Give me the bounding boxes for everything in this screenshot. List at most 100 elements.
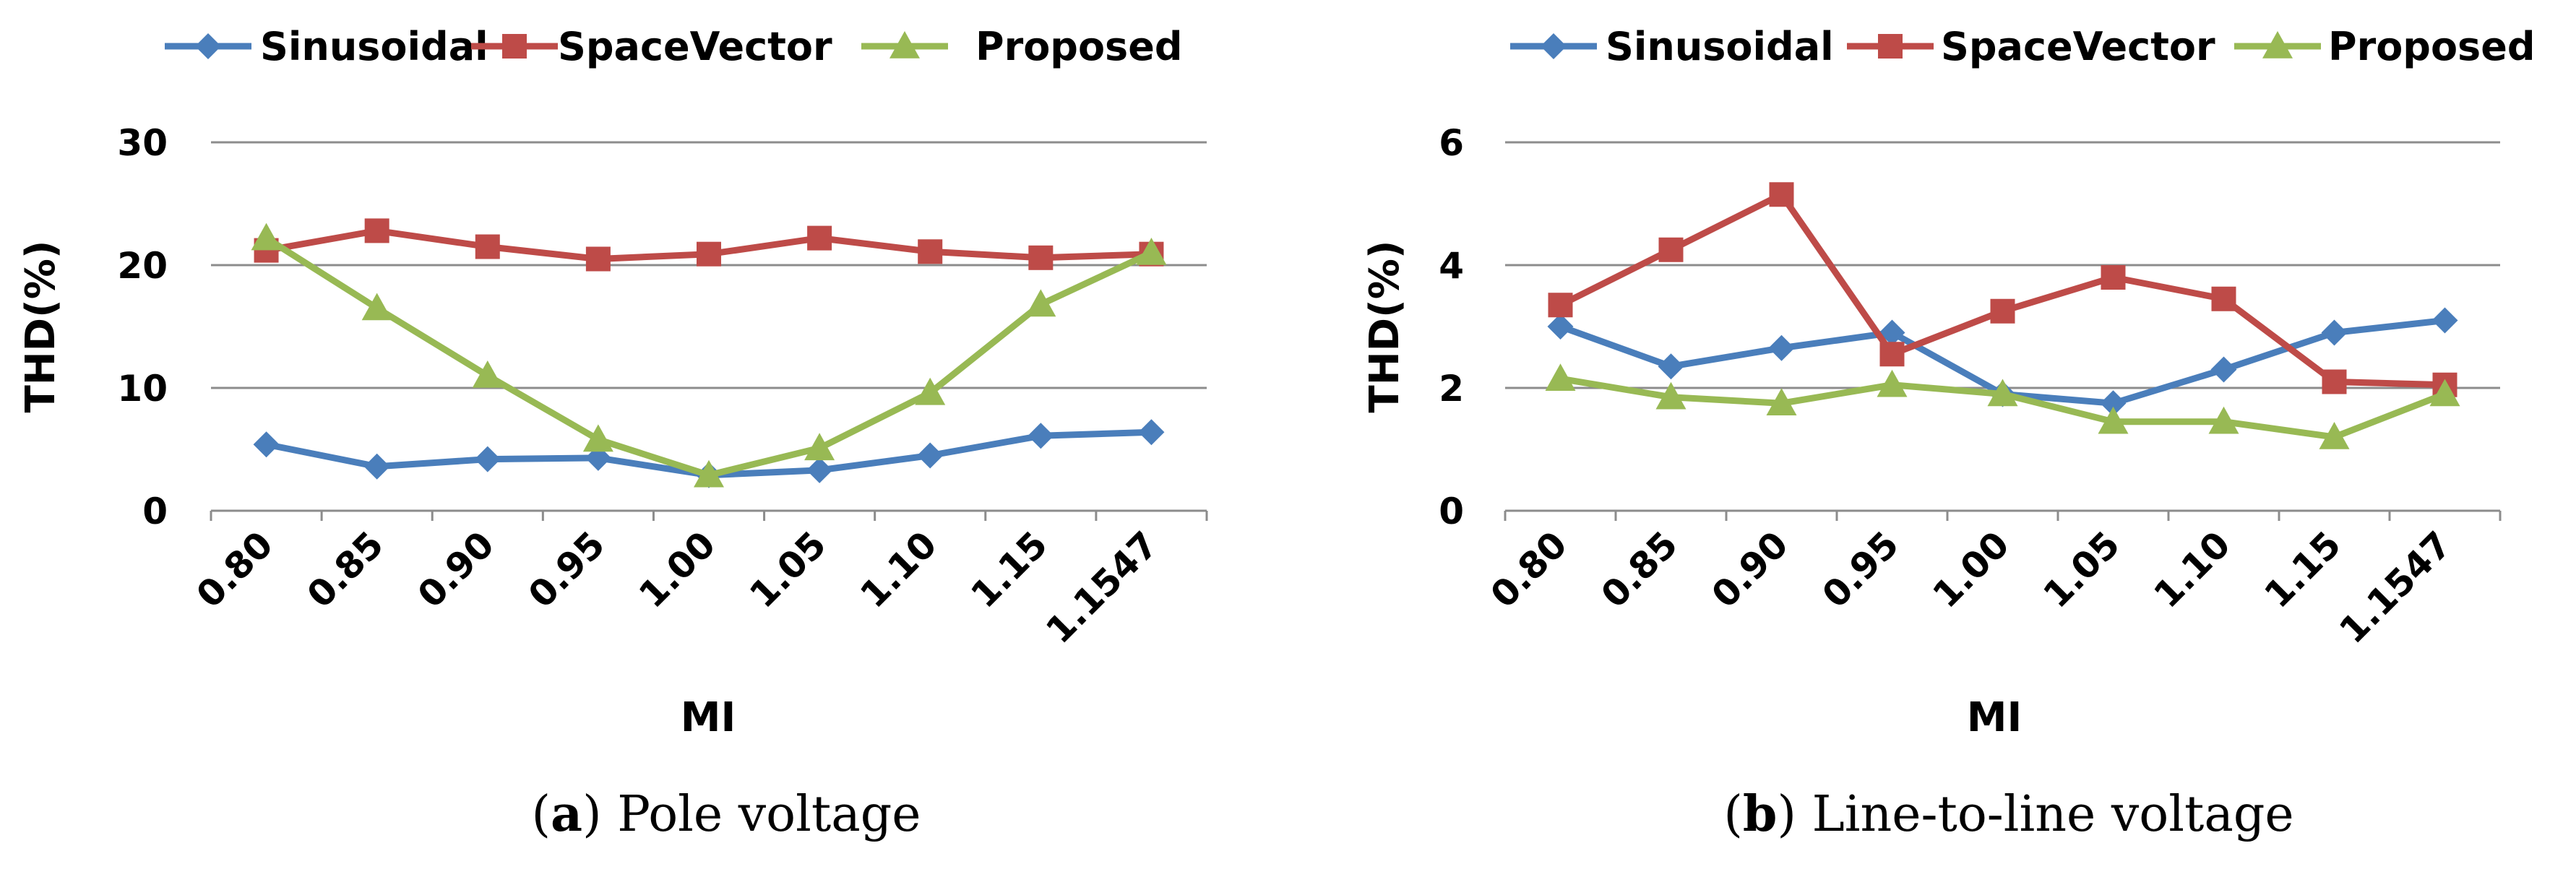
chart-a-point-Sinusoidal-5 — [806, 457, 833, 483]
chart-a-xtick-label: 1.10 — [852, 523, 944, 615]
chart-b-series-SpaceVector — [1548, 182, 2457, 397]
chart-a-point-Sinusoidal-6 — [917, 442, 944, 469]
caption-text: ) Pole voltage — [582, 786, 921, 843]
chart-a-xtick-label: 1.1547 — [1038, 523, 1166, 651]
chart-a-ytick-label: 30 — [117, 122, 168, 164]
chart-a-point-Proposed-4 — [694, 459, 724, 488]
chart-b-point-Proposed-8 — [2429, 379, 2460, 407]
chart-b-xtick-label: 1.15 — [2257, 523, 2349, 615]
chart-a-legend-item-Proposed: Proposed — [861, 24, 1182, 69]
chart-b-legend-label: SpaceVector — [1941, 24, 2215, 69]
chart-a-ytick-label: 0 — [142, 491, 168, 532]
chart-a-legend-label: Proposed — [975, 24, 1182, 69]
chart-a-xtick-label: 0.90 — [410, 523, 502, 615]
chart-a-point-Proposed-0 — [251, 223, 282, 251]
chart-b-point-SpaceVector-3 — [1879, 342, 1905, 367]
chart-a-legend-label: SpaceVector — [558, 24, 832, 69]
chart-b-point-Proposed-3 — [1877, 369, 1908, 397]
chart-a-point-Sinusoidal-8 — [1138, 419, 1165, 446]
chart-b-point-Proposed-2 — [1766, 388, 1797, 416]
chart-a-point-Proposed-6 — [915, 377, 946, 405]
chart-a-xtick-label: 1.15 — [963, 523, 1056, 615]
chart-b-xtick-label: 1.1547 — [2332, 523, 2460, 651]
chart-b-ytick-label: 4 — [1439, 245, 1464, 287]
chart-b-point-SpaceVector-0 — [1548, 293, 1573, 318]
chart-a-point-Proposed-7 — [1025, 289, 1056, 317]
chart-a-point-SpaceVector-7 — [1028, 245, 1054, 270]
caption-text: ) Line-to-line voltage — [1777, 786, 2293, 843]
chart-b-point-Sinusoidal-2 — [1768, 334, 1795, 361]
chart-b-point-Sinusoidal-5 — [2100, 390, 2127, 417]
caption-paren: ( — [1723, 786, 1743, 843]
chart-a-legend-item-Sinusoidal: Sinusoidal — [165, 24, 488, 69]
chart-a: 0 10 20 30 0.80 0.85 0.90 0.95 1.00 1.05 1.10 1.151… — [17, 24, 1208, 843]
chart-b-legend-marker-Proposed — [2262, 31, 2293, 59]
chart-a-ytick-label: 10 — [117, 368, 168, 410]
chart-a-legend-label: Sinusoidal — [260, 24, 488, 69]
chart-b-xtick-label: 0.90 — [1704, 523, 1796, 615]
chart-b-point-Sinusoidal-8 — [2431, 307, 2458, 334]
chart-a-legend-item-SpaceVector: SpaceVector — [471, 24, 832, 69]
chart-a-point-SpaceVector-5 — [807, 225, 832, 251]
chart-a-xtick-label: 0.80 — [189, 523, 281, 615]
chart-a-ytick-label: 20 — [117, 245, 168, 287]
chart-a-point-Proposed-2 — [472, 360, 503, 388]
chart-b-point-Proposed-4 — [1987, 379, 2018, 407]
caption-letter: b — [1743, 785, 1778, 843]
chart-b-xtick-label: 0.95 — [1814, 523, 1907, 615]
chart-a-y-axis-title: THD(%) — [17, 241, 64, 413]
chart-b-xtick-label: 1.10 — [2146, 523, 2239, 615]
chart-a-x-axis-title: MI — [681, 694, 736, 741]
chart-b-series-Proposed — [1545, 363, 2460, 449]
chart-b-xtick-label: 0.80 — [1483, 523, 1575, 615]
chart-b-point-SpaceVector-7 — [2322, 369, 2347, 394]
chart-b-legend-label: Sinusoidal — [1606, 24, 1834, 69]
chart-a-point-SpaceVector-4 — [697, 241, 721, 267]
chart-b-series-line-SpaceVector — [1557, 191, 2448, 389]
chart-b-point-SpaceVector-2 — [1769, 182, 1794, 207]
chart-b-point-Sinusoidal-0 — [1547, 314, 1574, 340]
chart-b-caption: (b) Line-to-line voltage — [1723, 785, 2293, 843]
chart-a-point-Proposed-8 — [1136, 238, 1167, 265]
chart-b-point-Proposed-1 — [1655, 381, 1687, 410]
chart-a-xtick-label: 0.85 — [299, 523, 392, 615]
chart-a-point-Proposed-1 — [361, 293, 392, 321]
chart-b-ytick-label: 2 — [1439, 368, 1464, 410]
chart-b-point-Sinusoidal-6 — [2210, 356, 2237, 383]
chart-a-point-SpaceVector-1 — [364, 218, 389, 243]
chart-b-xtick-label: 1.00 — [1925, 523, 2017, 615]
chart-a-xtick-label: 1.05 — [741, 523, 834, 615]
chart-b-point-SpaceVector-1 — [1658, 237, 1684, 262]
chart-b-point-Proposed-6 — [2208, 406, 2239, 434]
chart-b-legend-marker-Sinusoidal — [1541, 33, 1567, 59]
chart-b-point-Sinusoidal-7 — [2321, 319, 2348, 346]
chart-b: 0 2 4 6 0.80 0.85 0.90 0.95 1.00 1.05 1.10 1.151.15… — [1361, 24, 2535, 843]
caption-paren: ( — [531, 786, 551, 843]
chart-a-point-Sinusoidal-0 — [253, 431, 280, 458]
chart-a-caption: (a) Pole voltage — [531, 785, 921, 843]
chart-b-point-SpaceVector-5 — [2101, 265, 2126, 290]
chart-b-point-Proposed-7 — [2319, 422, 2350, 449]
chart-b-y-axis-title: THD(%) — [1361, 241, 1408, 413]
chart-a-xtick-label: 0.95 — [520, 523, 613, 615]
chart-a-legend-marker-Sinusoidal — [195, 33, 221, 59]
chart-b-point-SpaceVector-4 — [1990, 298, 2015, 324]
chart-b-legend-label: Proposed — [2328, 24, 2535, 69]
chart-b-xtick-label: 1.05 — [2036, 523, 2128, 615]
chart-b-ytick-label: 0 — [1439, 491, 1464, 532]
chart-b-point-SpaceVector-6 — [2211, 286, 2236, 311]
chart-a-point-Proposed-5 — [804, 433, 835, 461]
chart-a-point-Proposed-3 — [582, 424, 613, 452]
chart-a-point-SpaceVector-2 — [475, 234, 500, 259]
chart-b-point-Sinusoidal-1 — [1658, 353, 1684, 380]
chart-a-point-SpaceVector-6 — [918, 239, 943, 264]
chart-a-series-SpaceVector — [254, 218, 1164, 272]
chart-a-legend-marker-SpaceVector — [502, 34, 527, 59]
chart-a-point-Sinusoidal-7 — [1028, 423, 1054, 449]
chart-b-legend-item-SpaceVector: SpaceVector — [1847, 24, 2215, 69]
chart-b-x-axis-title: MI — [1967, 694, 2023, 741]
chart-a-series-Proposed — [251, 223, 1167, 488]
chart-b-point-Proposed-0 — [1545, 363, 1576, 392]
chart-b-legend-item-Proposed: Proposed — [2234, 24, 2535, 69]
